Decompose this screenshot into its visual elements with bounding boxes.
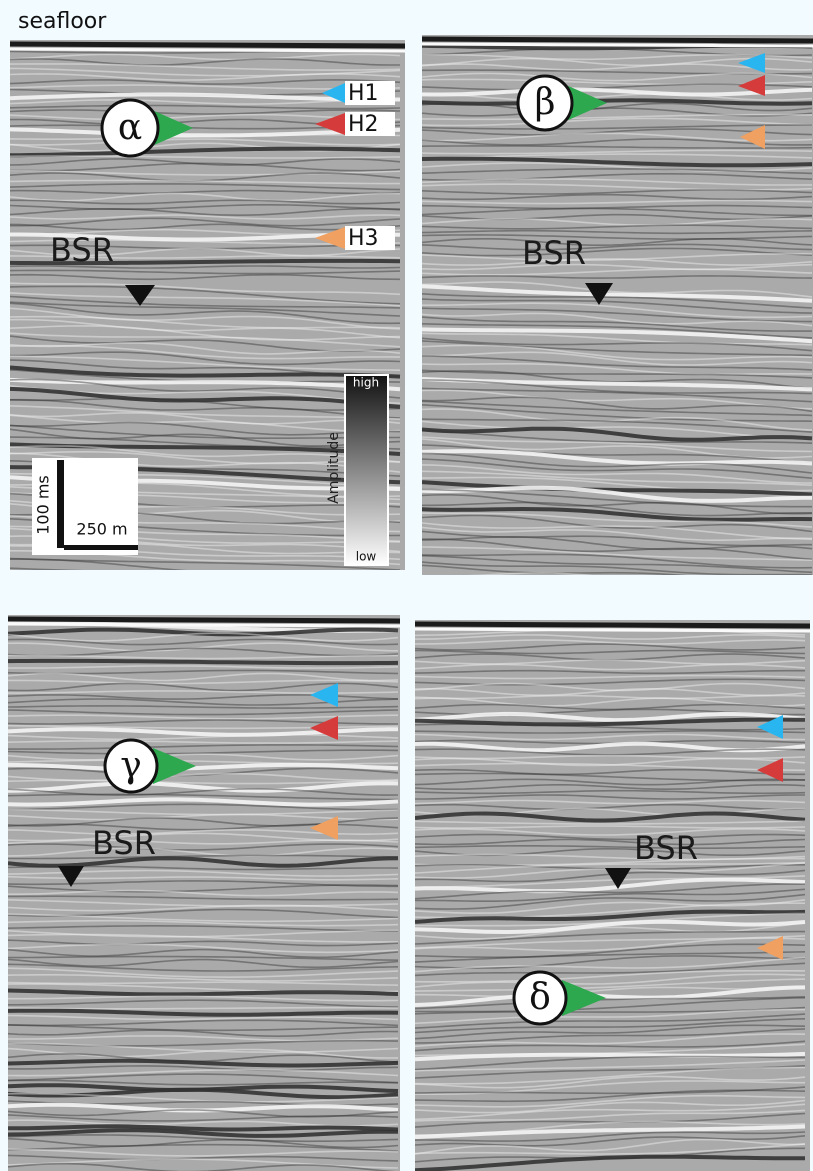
bsr-label: BSR bbox=[50, 231, 114, 269]
colorbar-low: low bbox=[356, 550, 377, 564]
horizontal-scale-bar bbox=[64, 545, 138, 550]
seismic-panel bbox=[422, 35, 813, 586]
seismic-sections bbox=[8, 35, 813, 1171]
seafloor-reflector bbox=[10, 49, 405, 51]
seafloor-reflector bbox=[415, 624, 810, 626]
seafloor-reflector bbox=[422, 39, 813, 41]
panel-background bbox=[415, 620, 810, 1171]
seafloor-reflector bbox=[8, 619, 400, 621]
colorbar-high: high bbox=[353, 376, 379, 390]
bsr-label: BSR bbox=[522, 234, 586, 272]
h3-label: H3 bbox=[348, 226, 379, 251]
horizontal-scale-label: 250 m bbox=[76, 520, 127, 539]
bsr-label: BSR bbox=[92, 824, 156, 862]
site-label: γ bbox=[120, 745, 142, 786]
vertical-scale-label: 100 ms bbox=[34, 475, 53, 535]
colorbar bbox=[345, 375, 388, 565]
h1-label: H1 bbox=[348, 81, 379, 106]
seafloor-reflector bbox=[8, 624, 400, 626]
seafloor-reflector bbox=[422, 44, 813, 46]
seismic-panel bbox=[8, 615, 400, 1171]
bsr-label: BSR bbox=[634, 829, 698, 867]
reflector bbox=[8, 661, 398, 663]
seismic-panel bbox=[415, 620, 810, 1171]
seafloor-label: seafloor bbox=[18, 9, 107, 34]
site-label: β bbox=[535, 82, 556, 123]
colorbar-title: Amplitude bbox=[326, 432, 342, 504]
site-label: δ bbox=[529, 977, 551, 1018]
site-label: α bbox=[118, 107, 142, 148]
figure: seafloor H1 H2 H3 α BSR high low Amplitu… bbox=[0, 0, 813, 1171]
vertical-scale-bar bbox=[57, 460, 64, 548]
h2-label: H2 bbox=[348, 112, 379, 137]
seafloor-reflector bbox=[415, 629, 810, 631]
seafloor-reflector bbox=[10, 44, 405, 46]
